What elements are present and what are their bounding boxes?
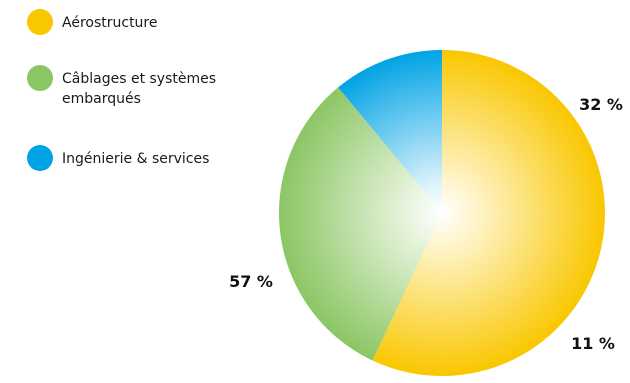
legend: Aérostructure Câblages et systèmes embarqu… xyxy=(27,9,216,171)
pie-slices xyxy=(278,50,605,376)
legend-label-aerostructure: Aérostructure xyxy=(62,15,158,31)
value-label-ingenierie-services: 11 % xyxy=(571,334,615,353)
legend-swatch-cablages-et-systemes-embarques xyxy=(27,65,53,91)
pie-slice-cablages-et-systemes-embarques xyxy=(278,87,442,361)
legend-item-aerostructure: Aérostructure xyxy=(27,9,158,35)
legend-item-cablages-et-systemes-embarques: Câblages et systèmes embarqués xyxy=(27,65,216,107)
value-labels: 57 % 32 % 11 % xyxy=(229,95,623,353)
legend-swatch-aerostructure xyxy=(27,9,53,35)
pie-slice-aerostructure xyxy=(372,50,605,376)
value-label-aerostructure: 57 % xyxy=(229,272,273,291)
value-label-cablages-et-systemes-embarques: 32 % xyxy=(579,95,623,114)
legend-swatch-ingenierie-services xyxy=(27,145,53,171)
legend-label-cablages-et-systemes-embarques: Câblages et systèmes embarqués xyxy=(62,71,216,107)
legend-label-ingenierie-services: Ingénierie & services xyxy=(62,151,209,167)
legend-item-ingenierie-services: Ingénierie & services xyxy=(27,145,209,171)
pie-slice-ingenierie-services xyxy=(338,50,442,213)
